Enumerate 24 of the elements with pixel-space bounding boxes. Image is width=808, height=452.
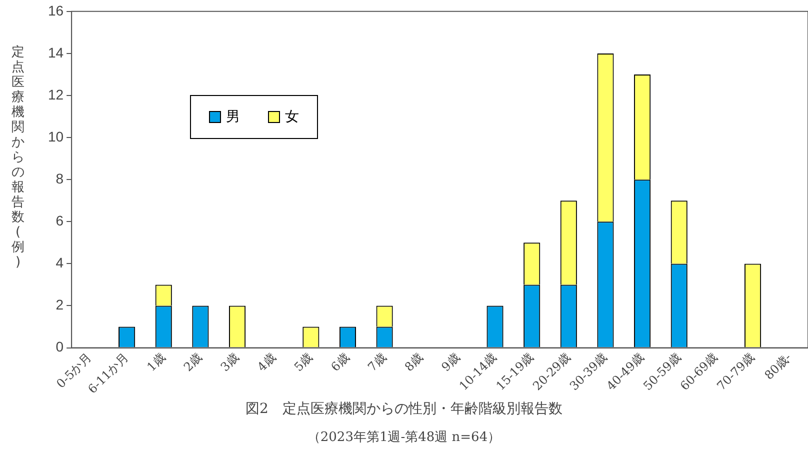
x-tick-label: 80歳- [762,350,794,382]
y-tick-label: 6 [56,212,64,228]
y-tick-label: 10 [48,128,64,144]
text: 定点医療機関からの報告数(例) [12,45,24,270]
x-tick-label: 4歳 [254,350,278,374]
y-tick-label: 16 [48,2,64,18]
y-tick-label: 8 [56,170,64,186]
y-tick-label: 4 [56,254,64,271]
x-tick-label: 1歳 [144,350,168,374]
x-tick-label: 3歳 [218,350,242,374]
x-tick-label: 9歳 [438,350,463,374]
y-tick-label: 14 [48,44,64,60]
text: 図2 定点医療機関からの性別・年齢階級別報告数 [244,400,564,418]
x-tick-label: 5歳 [291,350,316,374]
legend-label: 女 [284,108,299,126]
x-tick-label: 2歳 [180,350,205,374]
y-tick-label: 12 [48,86,64,102]
x-tick-label: 7歳 [365,350,389,374]
text: （2023年第1週-第48週 n=64） [306,429,502,446]
legend-label: 男 [225,108,240,126]
y-tick-label: 2 [56,296,64,313]
x-tick-label: 8歳 [402,350,426,374]
x-tick-label: 6歳 [328,350,352,374]
y-tick-label: 0 [56,338,64,355]
